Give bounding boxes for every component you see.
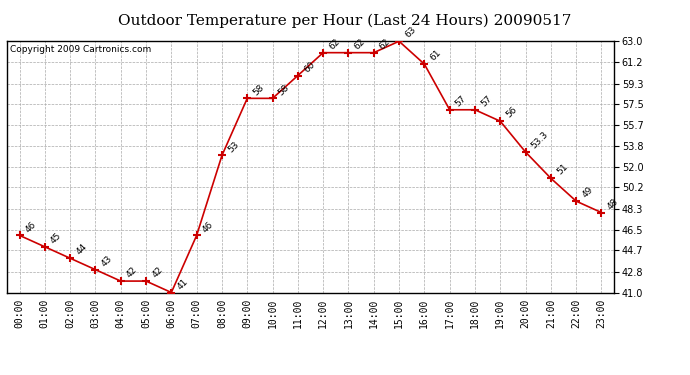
Text: 62: 62 bbox=[378, 37, 393, 51]
Text: 58: 58 bbox=[277, 82, 291, 97]
Text: Outdoor Temperature per Hour (Last 24 Hours) 20090517: Outdoor Temperature per Hour (Last 24 Ho… bbox=[118, 13, 572, 27]
Text: 53: 53 bbox=[226, 140, 241, 154]
Text: 48: 48 bbox=[606, 197, 620, 211]
Text: 53.3: 53.3 bbox=[530, 130, 551, 151]
Text: 56: 56 bbox=[504, 105, 519, 120]
Text: 46: 46 bbox=[201, 220, 215, 234]
Text: Copyright 2009 Cartronics.com: Copyright 2009 Cartronics.com bbox=[10, 45, 151, 54]
Text: 62: 62 bbox=[353, 37, 367, 51]
Text: 44: 44 bbox=[75, 243, 88, 257]
Text: 61: 61 bbox=[428, 48, 443, 63]
Text: 42: 42 bbox=[150, 266, 164, 280]
Text: 43: 43 bbox=[99, 254, 114, 268]
Text: 41: 41 bbox=[175, 277, 190, 291]
Text: 51: 51 bbox=[555, 162, 569, 177]
Text: 45: 45 bbox=[49, 231, 63, 245]
Text: 63: 63 bbox=[403, 26, 417, 40]
Text: 57: 57 bbox=[454, 94, 469, 108]
Text: 42: 42 bbox=[125, 266, 139, 280]
Text: 60: 60 bbox=[302, 60, 317, 74]
Text: 62: 62 bbox=[327, 37, 342, 51]
Text: 46: 46 bbox=[23, 220, 38, 234]
Text: 58: 58 bbox=[251, 82, 266, 97]
Text: 49: 49 bbox=[580, 185, 595, 200]
Text: 57: 57 bbox=[479, 94, 493, 108]
